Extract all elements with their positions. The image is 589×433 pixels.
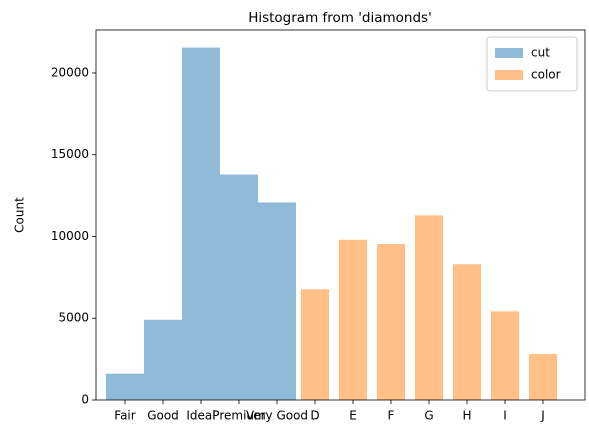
x-tick-label: E: [349, 409, 357, 423]
bar: [490, 311, 520, 400]
y-axis-label: Count: [13, 197, 27, 233]
bar: [452, 264, 482, 400]
x-tick-label: Premium: [212, 409, 265, 423]
x-tick-label: G: [424, 409, 433, 423]
y-tick-label: 15000: [51, 147, 89, 161]
axes-frame: [95, 29, 586, 401]
y-tick-label: 5000: [58, 311, 89, 325]
bar: [300, 289, 330, 400]
x-tick-label: J: [540, 409, 545, 423]
legend-swatch: [495, 48, 523, 58]
bar: [258, 202, 296, 400]
x-tick-label: F: [388, 409, 395, 423]
y-tick-label: 0: [81, 393, 89, 407]
legend-label: cut: [531, 46, 550, 60]
bar: [182, 47, 220, 401]
bar: [338, 239, 368, 400]
bar: [144, 319, 182, 400]
chart-title: Histogram from 'diamonds': [248, 10, 432, 26]
bar: [528, 354, 558, 400]
bar: [106, 373, 144, 400]
bar: [414, 215, 444, 400]
bar: [376, 243, 406, 400]
x-tick-label: Good: [147, 409, 179, 423]
legend-label: color: [531, 68, 561, 82]
y-tick-label: 10000: [51, 229, 89, 243]
x-tick-label: Very Good: [246, 409, 308, 423]
x-tick-label: D: [310, 409, 319, 423]
x-tick-label: Fair: [114, 409, 135, 423]
x-tick-label: I: [503, 409, 507, 423]
legend-swatch: [495, 70, 523, 80]
x-tick-label: Ideal: [186, 409, 215, 423]
x-tick-label: H: [462, 409, 471, 423]
y-tick-label: 20000: [51, 65, 89, 79]
bar: [220, 174, 258, 400]
